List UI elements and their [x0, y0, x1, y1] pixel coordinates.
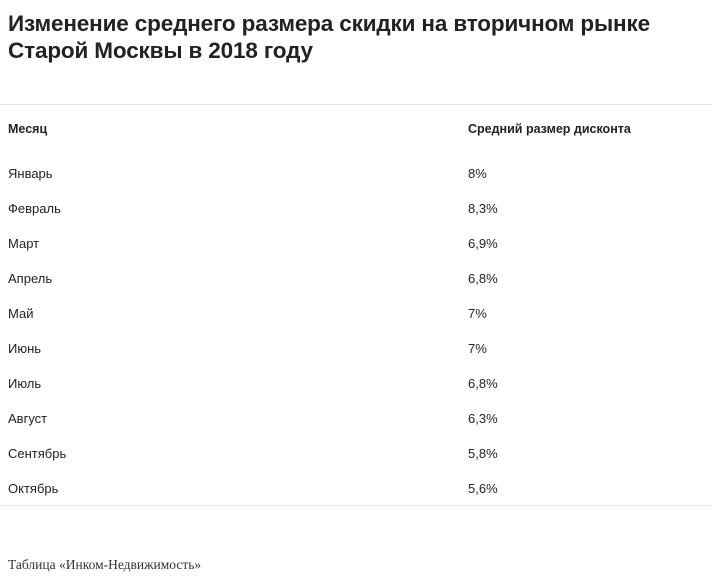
top-divider: [0, 104, 712, 105]
table-row: Июнь 7%: [0, 332, 712, 367]
month-cell: Май: [8, 306, 34, 321]
table-row: Август 6,3%: [0, 402, 712, 437]
table-title: Изменение среднего размера скидки на вто…: [8, 11, 650, 63]
column-header-discount: Средний размер дисконта: [468, 122, 631, 136]
bottom-divider: [0, 505, 712, 506]
table-row: Сентябрь 5,8%: [0, 437, 712, 472]
column-header-month: Месяц: [8, 122, 48, 136]
discount-cell: 7%: [468, 341, 487, 356]
discount-cell: 7%: [468, 306, 487, 321]
table-row: Октябрь 5,6%: [0, 472, 712, 507]
month-cell: Июнь: [8, 341, 42, 356]
table-row: Март 6,9%: [0, 227, 712, 262]
month-cell: Июль: [8, 376, 42, 391]
discount-cell: 8,3%: [468, 201, 498, 216]
month-cell: Апрель: [8, 271, 53, 286]
month-cell: Январь: [8, 166, 53, 181]
month-cell: Август: [8, 411, 48, 426]
discount-cell: 8%: [468, 166, 487, 181]
month-cell: Март: [8, 236, 40, 251]
table-row: Июль 6,8%: [0, 367, 712, 402]
discount-cell: 5,6%: [468, 481, 498, 496]
month-cell: Октябрь: [8, 481, 59, 496]
table-row: Апрель 6,8%: [0, 262, 712, 297]
table-row: Февраль 8,3%: [0, 192, 712, 227]
discount-cell: 6,8%: [468, 376, 498, 391]
table-row: Январь 8%: [0, 157, 712, 192]
table-body: Январь 8% Февраль 8,3% Март 6,9% Апрель …: [0, 157, 712, 507]
discount-cell: 6,9%: [468, 236, 498, 251]
source-caption: Таблица «Инком-Недвижимость»: [8, 557, 202, 572]
discount-cell: 6,8%: [468, 271, 498, 286]
discount-cell: 5,8%: [468, 446, 498, 461]
discount-cell: 6,3%: [468, 411, 498, 426]
month-cell: Сентябрь: [8, 446, 67, 461]
table-row: Май 7%: [0, 297, 712, 332]
month-cell: Февраль: [8, 201, 61, 216]
